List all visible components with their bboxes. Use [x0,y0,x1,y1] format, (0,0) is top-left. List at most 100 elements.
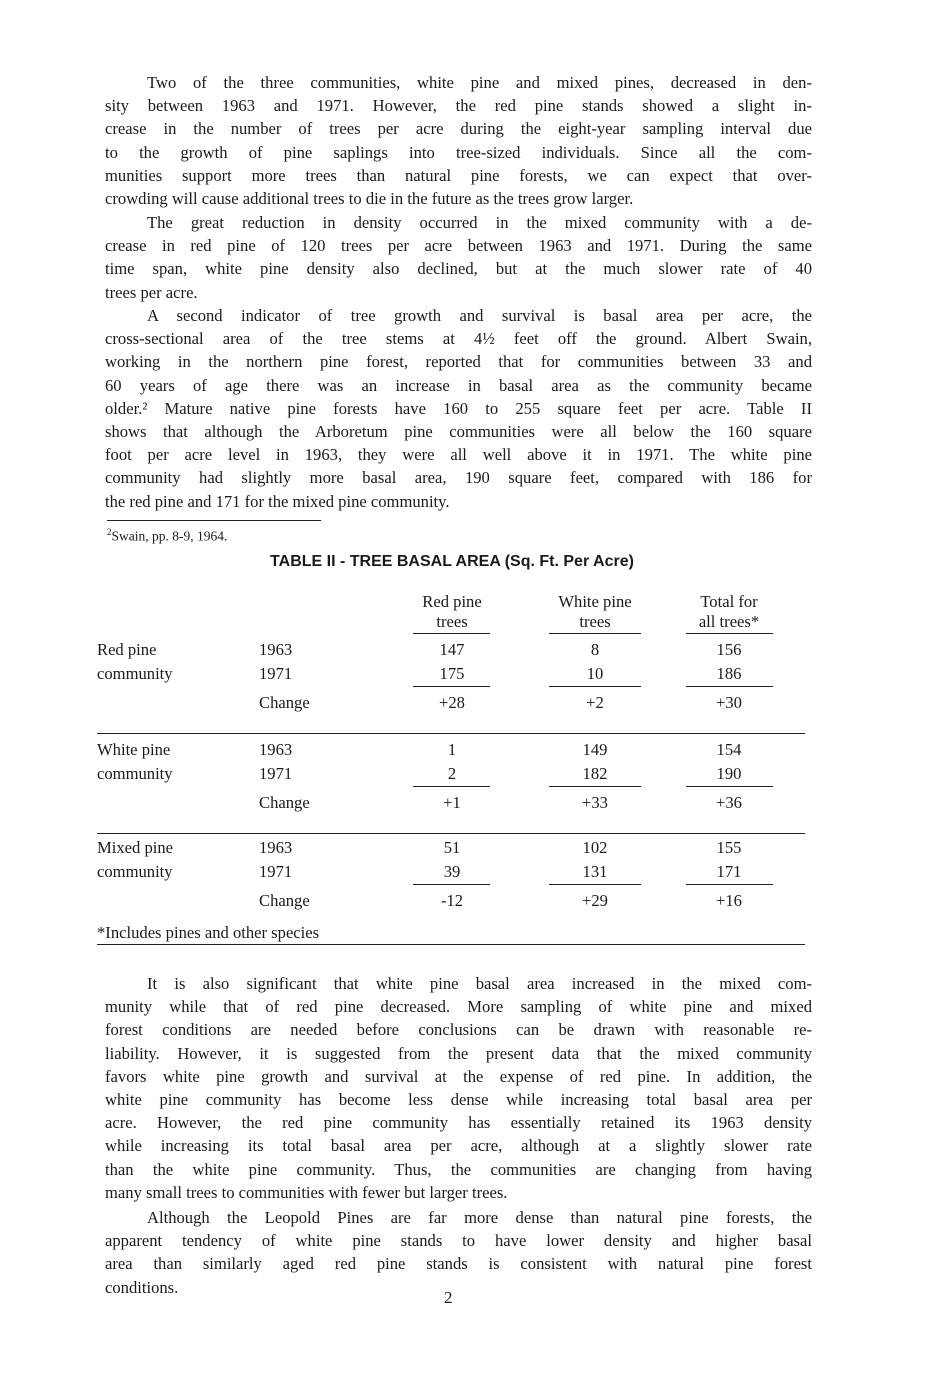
text-line: than the white pine community. Thus, the… [105,1159,812,1179]
text-line: The great reduction in density occurred … [147,213,812,232]
text-line: community had slightly more basal area, … [105,468,812,488]
row-group-label: community [97,664,173,683]
table-cell: 131 [582,862,608,881]
footnote-rule [107,520,321,521]
table-cell: 175 [439,664,465,683]
text-line: many small trees to communities with few… [105,1182,508,1202]
text-line: crowding will cause additional trees to … [105,188,634,208]
sum-underline [686,786,773,787]
table-cell: 147 [439,640,465,659]
table-cell: 155 [716,838,742,857]
group-divider [97,833,805,834]
row-group-label: White pine [97,740,171,759]
text-line: conditions. [105,1277,179,1297]
table-cell: 10 [586,664,604,683]
table-cell: 102 [582,838,608,857]
table-cell: 156 [716,640,742,659]
paragraph: Although the Leopold Pines are far more … [105,1206,812,1299]
text-line: while increasing its total basal area pe… [105,1136,812,1156]
paragraph: Two of the three communities, white pine… [105,71,812,210]
text-line: to the growth of pine saplings into tree… [105,142,812,162]
paragraph: It is also significant that white pine b… [105,972,812,1204]
table-cell: -12 [440,891,464,910]
text-line: forest conditions are needed before conc… [105,1020,812,1040]
row-label: Change [259,693,310,712]
header-underline [686,633,773,634]
table-cell: +36 [716,793,742,812]
table-cell: +16 [716,891,742,910]
row-group-label: Red pine [97,640,157,659]
text-line: cross-sectional area of the tree stems a… [105,329,812,349]
row-label: 1963 [259,740,293,759]
table-cell: +1 [443,793,461,812]
text-line: white pine community has become less den… [105,1089,812,1109]
group-divider [97,733,805,734]
text-line: favors white pine growth and survival at… [105,1066,812,1086]
table-bottom-rule [97,944,805,945]
row-label: 1971 [259,664,293,683]
header-underline [549,633,641,634]
text-line: time span, white pine density also decli… [105,259,812,279]
footnote-mark: 2 [107,527,112,537]
table-cell: 8 [590,640,600,659]
header-underline [413,633,490,634]
text-line: 60 years of age there was an increase in… [105,375,812,395]
table-cell: +30 [716,693,742,712]
table-cell: 186 [716,664,742,683]
text-line: the red pine and 171 for the mixed pine … [105,491,450,511]
text-line: area than similarly aged red pine stands… [105,1254,812,1274]
column-header: all trees* [698,612,760,631]
column-header: White pine [558,592,632,611]
table-cell: +28 [439,693,465,712]
text-line: It is also significant that white pine b… [147,974,812,993]
text-line: munity while that of red pine decreased.… [105,997,812,1017]
sum-underline [549,686,641,687]
text-line: older.² Mature native pine forests have … [105,398,812,418]
table-cell: 171 [716,862,742,881]
text-line: crease in red pine of 120 trees per acre… [105,236,812,256]
column-header: Red pine [422,592,482,611]
row-group-label: Mixed pine [97,838,174,857]
text-line: liability. However, it is suggested from… [105,1043,812,1063]
text-line: shows that although the Arboretum pine c… [105,421,812,441]
paragraph: The great reduction in density occurred … [105,211,812,304]
table-cell: +2 [586,693,604,712]
row-label: Change [259,793,310,812]
sum-underline [413,786,490,787]
sum-underline [549,884,641,885]
column-header: trees [579,612,611,631]
table-title: TABLE II - TREE BASAL AREA (Sq. Ft. Per … [270,553,634,570]
paragraph: A second indicator of tree growth and su… [105,304,812,513]
text-line: apparent tendency of white pine stands t… [105,1231,812,1251]
row-label: 1963 [259,640,293,659]
table-cell: +29 [582,891,608,910]
row-label: 1971 [259,764,293,783]
text-line: sity between 1963 and 1971. However, the… [105,96,812,116]
text-line: Although the Leopold Pines are far more … [147,1208,812,1227]
table-cell: 2 [447,764,457,783]
column-header: Total for [700,592,758,611]
table-cell: 182 [582,764,608,783]
text-line: foot per acre level in 1963, they were a… [105,445,812,465]
text-line: A second indicator of tree growth and su… [147,306,812,325]
column-header: trees [436,612,468,631]
text-line: Two of the three communities, white pine… [147,73,812,92]
sum-underline [686,884,773,885]
footnote-text: Swain, pp. 8-9, 1964. [111,528,228,544]
table-cell: 51 [443,838,461,857]
text-line: munities support more trees than natural… [105,165,812,185]
table-cell: 39 [443,862,461,881]
text-line: crease in the number of trees per acre d… [105,119,812,139]
row-label: Change [259,891,310,910]
table-cell: +33 [582,793,608,812]
table-cell: 154 [716,740,742,759]
row-group-label: community [97,862,173,881]
table-cell: 149 [582,740,608,759]
text-line: trees per acre. [105,282,198,302]
sum-underline [686,686,773,687]
text-line: working in the northern pine forest, rep… [105,352,812,372]
page-number: 2 [444,1288,453,1307]
sum-underline [413,686,490,687]
table-cell: 1 [447,740,457,759]
sum-underline [549,786,641,787]
